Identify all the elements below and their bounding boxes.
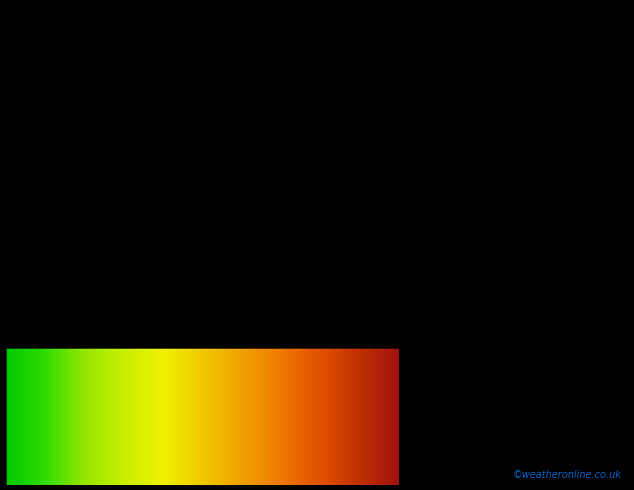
Text: ©weatheronline.co.uk: ©weatheronline.co.uk [512,470,621,480]
Text: Temperature 2m Spread mean+σ [°C] ECMWF: Temperature 2m Spread mean+σ [°C] ECMWF [6,444,250,454]
Text: Th 13-06-2024 00:00 UTC (12+324): Th 13-06-2024 00:00 UTC (12+324) [422,444,621,454]
